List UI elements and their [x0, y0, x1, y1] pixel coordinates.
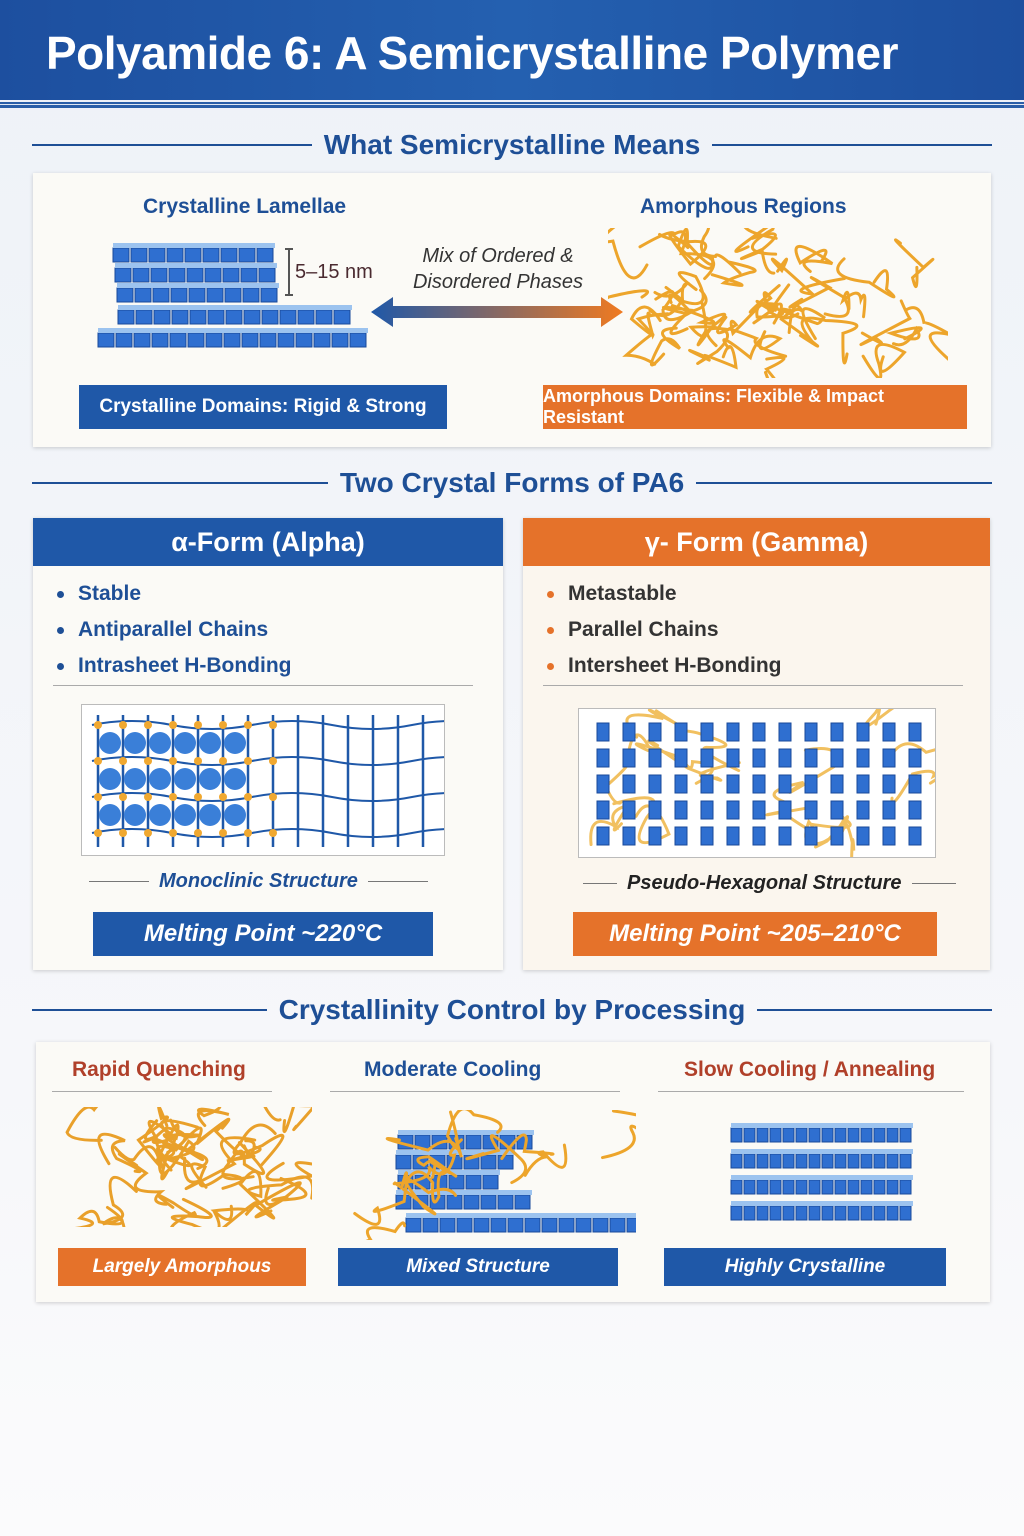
page-title: Polyamide 6: A Semicrystalline Polymer [46, 27, 898, 79]
list-item: Parallel Chains [547, 618, 782, 642]
amorphous-domains-banner: Amorphous Domains: Flexible & Impact Res… [543, 385, 967, 429]
mixed-structure-illustration [353, 1110, 636, 1240]
list-item: Metastable [547, 582, 782, 606]
header-divider [0, 102, 1024, 108]
processing-card: Rapid Quenching Moderate Cooling Slow Co… [36, 1042, 990, 1302]
gamma-properties-list: Metastable Parallel Chains Intersheet H-… [547, 582, 782, 690]
amorphous-regions-label: Amorphous Regions [640, 195, 847, 218]
section-heading: Two Crystal Forms of PA6 [32, 467, 993, 498]
monoclinic-lattice-illustration [81, 704, 445, 856]
moderate-cooling-label: Moderate Cooling [364, 1058, 542, 1081]
thickness-label: 5–15 nm [295, 261, 373, 283]
list-item: Intrasheet H-Bonding [57, 654, 292, 678]
alpha-form-title: α-Form (Alpha) [33, 518, 503, 566]
gamma-form-card: γ- Form (Gamma) Metastable Parallel Chai… [523, 518, 990, 970]
section-heading: Crystallinity Control by Processing [32, 994, 992, 1025]
pseudo-hexagonal-structure-label: Pseudo-Hexagonal Structure [583, 872, 956, 895]
crystalline-lamellae-label: Crystalline Lamellae [143, 195, 347, 218]
alpha-properties-list: Stable Antiparallel Chains Intrasheet H-… [57, 582, 292, 690]
list-item: Stable [57, 582, 292, 606]
gamma-form-title: γ- Form (Gamma) [523, 518, 990, 566]
list-item: Antiparallel Chains [57, 618, 292, 642]
monoclinic-structure-label: Monoclinic Structure [89, 870, 428, 893]
amorphous-tangle-illustration [608, 228, 948, 378]
rapid-quenching-label: Rapid Quenching [72, 1058, 246, 1081]
largely-amorphous-banner: Largely Amorphous [58, 1248, 306, 1286]
pseudo-hexagonal-lattice-illustration [578, 708, 936, 858]
double-arrow-icon [371, 297, 623, 327]
semicrystalline-card: Crystalline Lamellae Amorphous Regions 5… [33, 173, 991, 447]
highly-crystalline-banner: Highly Crystalline [664, 1248, 946, 1286]
lamellae-illustration [97, 243, 368, 348]
header: Polyamide 6: A Semicrystalline Polymer [0, 0, 1024, 100]
slow-cooling-label: Slow Cooling / Annealing [684, 1058, 936, 1081]
alpha-melting-point: Melting Point ~220°C [93, 912, 433, 956]
crystalline-domains-banner: Crystalline Domains: Rigid & Strong [79, 385, 447, 429]
section-heading: What Semicrystalline Means [32, 129, 993, 160]
gamma-melting-point: Melting Point ~205–210°C [573, 912, 937, 956]
mixed-structure-banner: Mixed Structure [338, 1248, 618, 1286]
list-item: Intersheet H-Bonding [547, 654, 782, 678]
crystalline-block-illustration [730, 1123, 913, 1221]
amorphous-tangle-illustration [65, 1107, 312, 1227]
mix-phases-label: Mix of Ordered & Disordered Phases [412, 245, 584, 293]
alpha-form-card: α-Form (Alpha) Stable Antiparallel Chain… [33, 518, 503, 970]
